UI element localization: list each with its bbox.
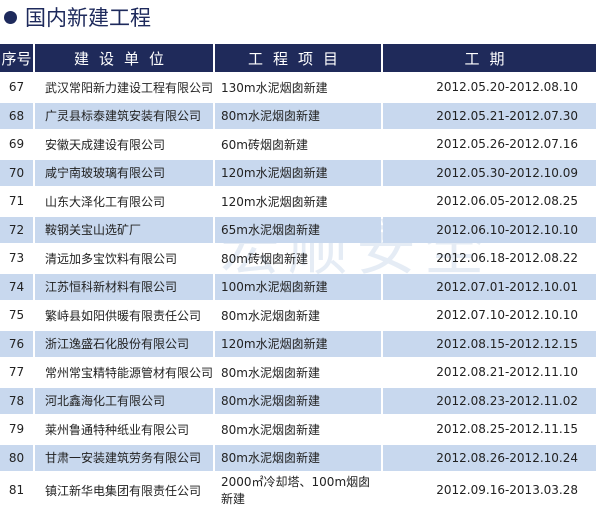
- table-row: 80 甘肃一安装建筑劳务有限公司 80m水泥烟囱新建 2012.08.26-2012.…: [0, 444, 596, 471]
- table-row: 76 浙江逸盛石化股份有限公司 120m水泥烟囱新建 2012.08.15-2012.…: [0, 330, 596, 357]
- row-unit: 山东大泽化工有限公司: [45, 194, 166, 209]
- table-row: 70 咸宁南玻玻璃有限公司 120m水泥烟囱新建 2012.05.30-2012.10…: [0, 159, 596, 186]
- row-project: 120m水泥烟囱新建: [221, 194, 328, 209]
- row-no: 69: [8, 137, 25, 152]
- header-unit: 建设单位: [35, 44, 213, 72]
- section-title-text: 国内新建工程: [25, 6, 151, 30]
- row-project: 80m砖烟囱新建: [221, 251, 308, 266]
- row-no: 79: [8, 422, 25, 437]
- row-project: 100m水泥烟囱新建: [215, 273, 381, 300]
- header-period: 工期: [383, 44, 596, 72]
- row-unit: 河北鑫海化工有限公司: [35, 387, 213, 414]
- row-unit: 咸宁南玻玻璃有限公司: [35, 159, 213, 186]
- table-row: 78 河北鑫海化工有限公司 80m水泥烟囱新建 2012.08.23-2012.11.…: [0, 387, 596, 414]
- table-row: 72 鞍钢关宝山选矿厂 65m水泥烟囱新建 2012.06.10-2012.10.10: [0, 216, 596, 243]
- row-unit: 繁峙县如阳供暖有限责任公司: [45, 308, 202, 323]
- row-unit: 鞍钢关宝山选矿厂: [35, 216, 213, 243]
- table-row: 74 江苏恒科新材料有限公司 100m水泥烟囱新建 2012.07.01-2012.1…: [0, 273, 596, 300]
- row-unit: 常州常宝精特能源管材有限公司: [45, 365, 214, 380]
- row-no: 80: [0, 444, 33, 471]
- row-project: 80m水泥烟囱新建: [215, 387, 381, 414]
- row-period: 2012.06.05-2012.08.25: [436, 194, 578, 209]
- row-no: 71: [8, 194, 25, 209]
- table-row: 81 镇江新华电集团有限责任公司 2000㎡冷却塔、100m烟囱新建 2012.09.…: [0, 473, 596, 507]
- table-row: 75 繁峙县如阳供暖有限责任公司 80m水泥烟囱新建 2012.07.10-2012.…: [0, 302, 596, 329]
- row-no: 75: [8, 308, 25, 323]
- row-project: 120m水泥烟囱新建: [215, 159, 381, 186]
- row-project: 65m水泥烟囱新建: [215, 216, 381, 243]
- row-unit: 安徽天成建设有限公司: [45, 137, 166, 152]
- table-row: 73 清远加多宝饮料有限公司 80m砖烟囱新建 2012.06.18-2012.08.…: [0, 245, 596, 272]
- row-no: 76: [0, 330, 33, 357]
- row-period: 2012.09.16-2013.03.28: [436, 483, 578, 497]
- projects-table: 序号 建设单位 工程项目 工期 67 武汉常阳新力建设工程有限公司 130m水泥烟囱…: [0, 42, 598, 509]
- row-period: 2012.08.26-2012.10.24: [383, 444, 596, 471]
- row-project: 80m水泥烟囱新建: [215, 102, 381, 129]
- row-no: 67: [8, 80, 25, 95]
- section-title: 国内新建工程: [4, 2, 151, 32]
- row-period: 2012.08.21-2012.11.10: [436, 365, 578, 380]
- row-period: 2012.08.23-2012.11.02: [383, 387, 596, 414]
- row-no: 73: [8, 251, 25, 266]
- row-project: 60m砖烟囱新建: [221, 137, 308, 152]
- row-project: 130m水泥烟囱新建: [221, 80, 328, 95]
- row-period: 2012.05.26-2012.07.16: [436, 137, 578, 152]
- row-period: 2012.08.15-2012.12.15: [383, 330, 596, 357]
- row-no: 77: [8, 365, 25, 380]
- row-unit: 莱州鲁通特种纸业有限公司: [45, 422, 190, 437]
- row-period: 2012.08.25-2012.11.15: [436, 422, 578, 437]
- table-row: 71 山东大泽化工有限公司 120m水泥烟囱新建 2012.06.05-2012.08…: [0, 188, 596, 215]
- table-row: 68 广灵县标泰建筑安装有限公司 80m水泥烟囱新建 2012.05.21-2012.…: [0, 102, 596, 129]
- row-no: 74: [0, 273, 33, 300]
- table-header: 序号 建设单位 工程项目 工期: [0, 44, 596, 72]
- row-period: 2012.07.10-2012.10.10: [436, 308, 578, 323]
- row-unit: 浙江逸盛石化股份有限公司: [35, 330, 213, 357]
- row-period: 2012.05.21-2012.07.30: [383, 102, 596, 129]
- row-period: 2012.07.01-2012.10.01: [383, 273, 596, 300]
- row-no: 78: [0, 387, 33, 414]
- table-row: 67 武汉常阳新力建设工程有限公司 130m水泥烟囱新建 2012.05.20-201…: [0, 74, 596, 101]
- row-unit: 清远加多宝饮料有限公司: [45, 251, 178, 266]
- row-period: 2012.06.10-2012.10.10: [383, 216, 596, 243]
- row-unit: 镇江新华电集团有限责任公司: [45, 483, 202, 498]
- row-project: 80m水泥烟囱新建: [215, 444, 381, 471]
- row-project: 80m水泥烟囱新建: [221, 422, 320, 437]
- row-no: 81: [8, 483, 25, 497]
- row-project: 80m水泥烟囱新建: [221, 365, 320, 380]
- row-unit: 甘肃一安装建筑劳务有限公司: [35, 444, 213, 471]
- header-project: 工程项目: [215, 44, 381, 72]
- header-no: 序号: [0, 44, 33, 72]
- row-no: 72: [0, 216, 33, 243]
- table-row: 77 常州常宝精特能源管材有限公司 80m水泥烟囱新建 2012.08.21-2012…: [0, 359, 596, 386]
- row-period: 2012.05.30-2012.10.09: [383, 159, 596, 186]
- row-unit: 广灵县标泰建筑安装有限公司: [35, 102, 213, 129]
- row-project: 80m水泥烟囱新建: [221, 308, 320, 323]
- bullet-icon: [4, 10, 17, 24]
- row-no: 70: [0, 159, 33, 186]
- row-project: 2000㎡冷却塔、100m烟囱新建: [221, 475, 371, 506]
- row-period: 2012.06.18-2012.08.22: [436, 251, 578, 266]
- table-row: 79 莱州鲁通特种纸业有限公司 80m水泥烟囱新建 2012.08.25-2012.1…: [0, 416, 596, 443]
- row-project: 120m水泥烟囱新建: [215, 330, 381, 357]
- row-unit: 武汉常阳新力建设工程有限公司: [45, 80, 214, 95]
- row-unit: 江苏恒科新材料有限公司: [35, 273, 213, 300]
- row-no: 68: [0, 102, 33, 129]
- row-period: 2012.05.20-2012.08.10: [436, 80, 578, 95]
- table-row: 69 安徽天成建设有限公司 60m砖烟囱新建 2012.05.26-2012.07.1…: [0, 131, 596, 158]
